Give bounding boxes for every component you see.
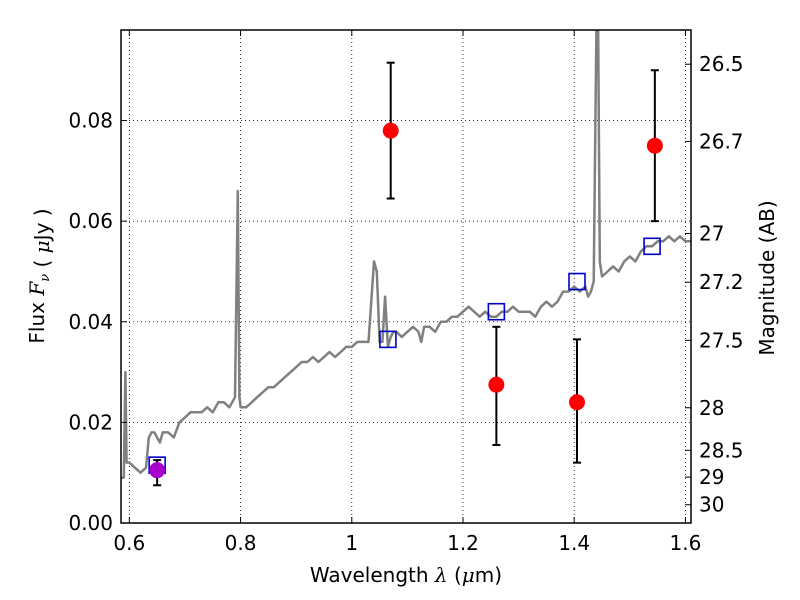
magnitude-axis-title: Magnitude (AB) (755, 200, 779, 355)
y-tick-label: 0.06 (68, 209, 113, 233)
spectrum-line (121, 30, 691, 479)
model-photometry-square (487, 302, 506, 321)
y-axis-ticks: 0.00 0.02 0.04 0.06 0.08 (68, 109, 127, 535)
observed-photometry-point (149, 462, 166, 479)
y-tick-label: 0.08 (68, 109, 113, 133)
x-tick-label: 1 (345, 531, 358, 555)
magnitude-tick-label: 26.5 (699, 52, 744, 76)
x-axis-title: Wavelength λ (μm) (310, 563, 502, 587)
x-tick-label: 1.6 (670, 531, 702, 555)
magnitude-tick-label: 27.5 (699, 328, 744, 352)
magnitude-axis-ticks: 26.5 26.7 27 27.2 27.5 28 28.5 29 30 (685, 52, 744, 517)
y-axis-title: Flux Fν ( μJy ) (25, 208, 54, 343)
magnitude-tick-label: 29 (699, 465, 724, 489)
magnitude-tick-label: 27.2 (699, 270, 744, 294)
model-photometry-square (643, 237, 661, 256)
y-tick-label: 0.02 (68, 410, 113, 434)
model-photometry-square (568, 272, 586, 291)
model-photometry-square (379, 330, 397, 349)
x-tick-label: 0.6 (113, 531, 145, 555)
photometry-markers (148, 122, 663, 479)
magnitude-tick-label: 28.5 (699, 438, 744, 462)
x-tick-label: 1.4 (558, 531, 590, 555)
grid-lines (121, 30, 691, 524)
observed-photometry-point (382, 122, 399, 139)
magnitude-tick-label: 27 (699, 222, 724, 246)
x-tick-label: 1.2 (447, 531, 479, 555)
observed-photometry-point (646, 137, 663, 154)
x-tick-label: 0.8 (225, 531, 257, 555)
y-tick-label: 0.04 (68, 310, 113, 334)
magnitude-tick-label: 30 (699, 493, 724, 517)
magnitude-tick-label: 26.7 (699, 129, 744, 153)
x-axis-ticks: 0.6 0.8 1 1.2 1.4 1.6 (113, 30, 701, 555)
model-spectrum (121, 30, 691, 479)
magnitude-tick-label: 28 (699, 396, 724, 420)
observed-photometry-point (569, 394, 585, 411)
observed-photometry-point (488, 376, 505, 393)
y-tick-label: 0.00 (68, 511, 113, 535)
plot-frame (120, 29, 692, 524)
